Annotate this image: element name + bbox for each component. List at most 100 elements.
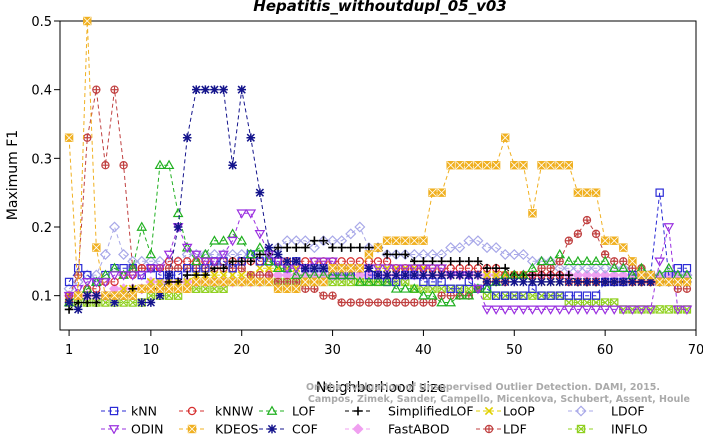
data-point: [219, 270, 228, 280]
data-point: [400, 250, 410, 259]
data-point: [401, 298, 410, 307]
data-point: [373, 298, 383, 307]
data-point: [146, 298, 156, 307]
data-point: [246, 133, 256, 143]
data-point: [590, 255, 602, 266]
data-point: [564, 161, 574, 170]
data-point: [355, 298, 365, 307]
data-point: [300, 243, 310, 252]
data-point: [527, 262, 538, 273]
data-point: [119, 284, 128, 293]
data-point: [92, 291, 101, 300]
data-point: [118, 248, 130, 260]
data-point: [637, 270, 646, 280]
data-point: [137, 284, 146, 294]
data-point: [99, 248, 111, 260]
data-point: [682, 277, 692, 287]
data-point: [655, 305, 664, 314]
data-point: [637, 277, 646, 287]
data-point: [92, 243, 101, 252]
data-point: [508, 305, 520, 315]
data-point: [537, 264, 546, 273]
legend-marker: [576, 424, 586, 434]
data-point: [228, 277, 237, 287]
data-point: [290, 269, 302, 279]
data-point: [336, 269, 348, 279]
legend-item-cof: COF: [259, 422, 318, 434]
data-point: [63, 291, 75, 302]
data-point: [292, 284, 301, 294]
data-point: [391, 298, 401, 307]
legend-marker: [187, 424, 197, 434]
data-point: [237, 264, 246, 273]
data-point: [92, 85, 101, 94]
data-point: [163, 159, 175, 170]
data-point: [545, 305, 556, 315]
data-point: [292, 264, 301, 273]
data-point: [73, 264, 83, 273]
data-point: [564, 277, 574, 287]
data-point: [90, 278, 102, 288]
data-point: [617, 262, 629, 273]
data-point: [145, 248, 157, 259]
data-point: [445, 242, 457, 254]
data-point: [346, 243, 356, 252]
x-tick-label: 40: [415, 343, 432, 358]
data-point: [327, 257, 338, 267]
data-point: [455, 161, 464, 170]
legend-item-odin: ODIN: [101, 422, 164, 434]
legend-item-loop: LoOP: [476, 404, 535, 419]
x-tick-label: 20: [233, 343, 250, 358]
data-point: [554, 248, 566, 259]
legend-item-knn: kNN: [101, 404, 157, 419]
data-point: [508, 248, 520, 260]
data-point: [664, 277, 673, 287]
data-point: [655, 277, 664, 287]
data-point: [246, 277, 255, 287]
data-point: [73, 291, 83, 300]
data-point: [608, 262, 620, 274]
data-point: [282, 277, 292, 287]
data-point: [83, 133, 92, 142]
legend-marker: [484, 406, 494, 416]
legend-marker: [187, 406, 197, 416]
data-point: [590, 262, 602, 274]
data-point: [64, 133, 74, 142]
data-point: [481, 283, 493, 293]
data-point: [663, 262, 675, 273]
data-point: [372, 264, 384, 274]
data-point: [381, 248, 393, 260]
data-point: [319, 263, 328, 273]
data-point: [490, 242, 502, 254]
data-point: [427, 264, 438, 274]
legend-label: LDF: [503, 422, 527, 434]
data-point: [209, 235, 220, 245]
data-point: [390, 264, 402, 274]
data-point: [237, 85, 247, 94]
data-point: [255, 264, 265, 273]
data-point: [472, 235, 484, 247]
legend-label: INFLO: [611, 422, 648, 434]
data-point: [255, 250, 265, 259]
x-tick-label: 10: [143, 343, 160, 358]
data-point: [146, 277, 156, 287]
data-point: [401, 236, 410, 245]
data-point: [200, 257, 211, 267]
data-point: [237, 270, 246, 280]
data-point: [382, 250, 392, 259]
data-point: [382, 270, 392, 280]
data-point: [537, 277, 546, 287]
data-point: [264, 277, 274, 287]
data-point: [237, 257, 247, 266]
data-point: [573, 188, 583, 197]
data-point: [499, 248, 511, 260]
data-point: [110, 291, 119, 300]
data-point: [646, 277, 655, 287]
data-point: [246, 270, 255, 280]
chart-title: Hepatitis_withoutdupl_05_v03: [253, 0, 506, 15]
data-point: [536, 305, 547, 315]
data-point: [455, 270, 465, 280]
data-point: [537, 161, 546, 170]
series-line: [68, 20, 687, 297]
data-point: [81, 278, 93, 288]
